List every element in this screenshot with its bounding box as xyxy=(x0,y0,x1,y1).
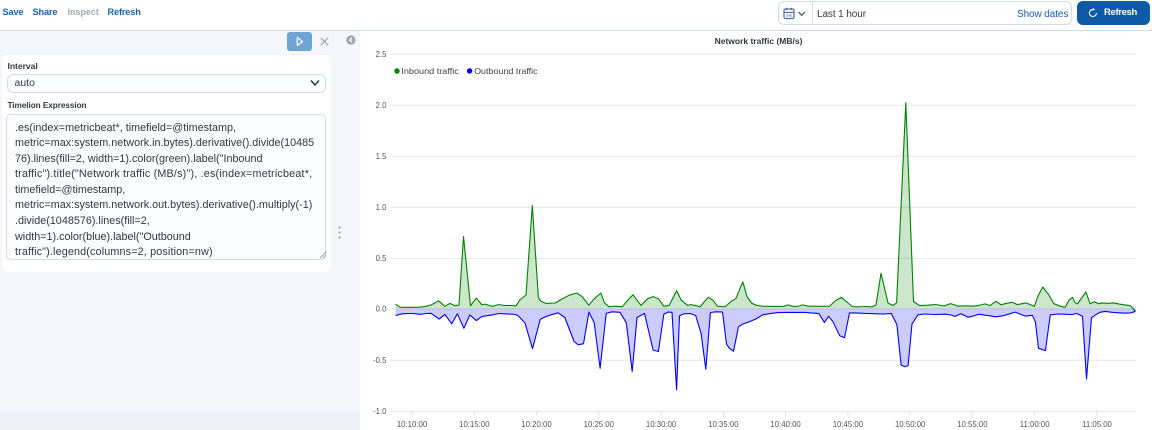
svg-text:-0.5: -0.5 xyxy=(373,356,387,365)
svg-text:10:45:00: 10:45:00 xyxy=(833,420,864,429)
svg-text:10:20:00: 10:20:00 xyxy=(521,420,552,429)
svg-text:11:05:00: 11:05:00 xyxy=(1082,420,1112,429)
svg-text:10:30:00: 10:30:00 xyxy=(646,420,677,429)
svg-text:2.0: 2.0 xyxy=(376,101,388,110)
svg-text:10:55:00: 10:55:00 xyxy=(957,420,988,429)
svg-text:10:10:00: 10:10:00 xyxy=(397,420,428,429)
svg-text:10:35:00: 10:35:00 xyxy=(708,420,739,429)
svg-text:1.0: 1.0 xyxy=(376,203,388,212)
svg-text:Network traffic (MB/s): Network traffic (MB/s) xyxy=(715,36,803,46)
svg-text:0.0: 0.0 xyxy=(376,305,388,314)
svg-text:1.5: 1.5 xyxy=(376,152,388,161)
svg-text:0.5: 0.5 xyxy=(376,254,388,263)
svg-text:Inbound traffic: Inbound traffic xyxy=(401,66,459,76)
svg-text:10:40:00: 10:40:00 xyxy=(770,420,801,429)
svg-text:Outbound traffic: Outbound traffic xyxy=(474,66,538,76)
svg-text:11:00:00: 11:00:00 xyxy=(1020,420,1050,429)
svg-text:10:25:00: 10:25:00 xyxy=(584,420,615,429)
svg-text:2.5: 2.5 xyxy=(376,50,388,59)
svg-text:-1.0: -1.0 xyxy=(373,407,387,416)
svg-text:10:15:00: 10:15:00 xyxy=(459,420,490,429)
svg-text:10:50:00: 10:50:00 xyxy=(895,420,926,429)
